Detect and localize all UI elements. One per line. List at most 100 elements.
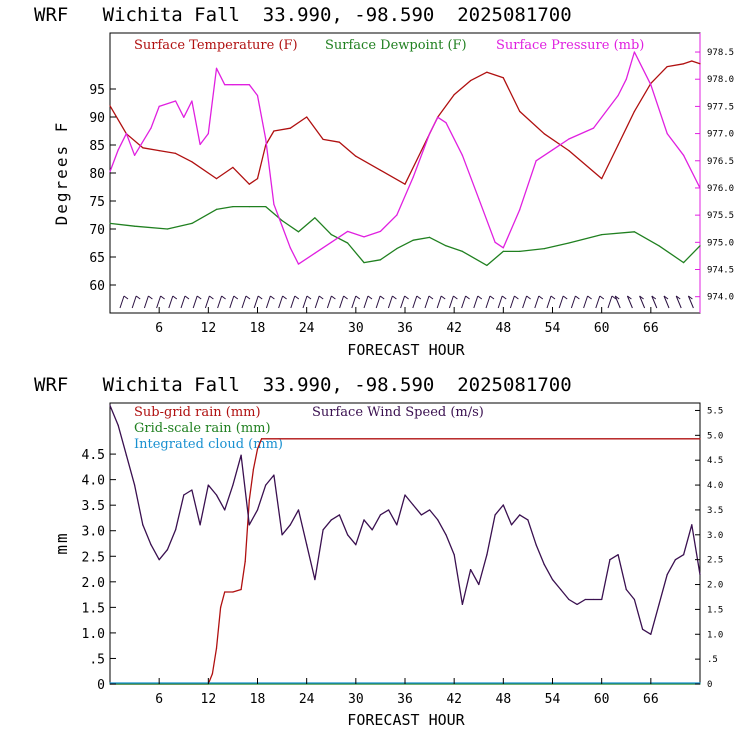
bottom-y-tick-label: 1.0 xyxy=(82,627,105,642)
top-data-point-surface-pressure xyxy=(551,149,554,151)
top-data-point-surface-pressure xyxy=(445,122,447,124)
top-y2-tick-label: 974.5 xyxy=(707,266,734,276)
wind-barb-shaft xyxy=(326,295,332,309)
top-data-point-surface-pressure xyxy=(592,127,595,129)
bottom-data-point-sub-grid-rain xyxy=(244,560,246,562)
top-data-point-surface-pressure xyxy=(183,116,185,118)
wind-barb-flag xyxy=(465,295,470,300)
wind-barb-shaft xyxy=(302,295,308,309)
wind-barb-flag xyxy=(123,295,129,300)
bottom-data-point-surface-wind-speed xyxy=(658,603,660,606)
bottom-y2-tick-label: 5.5 xyxy=(707,406,723,416)
top-y2-tick-label: 978.0 xyxy=(707,75,734,85)
bottom-data-point-surface-wind-speed xyxy=(281,534,283,536)
wind-barb-flag xyxy=(489,295,495,300)
wind-barb-shaft xyxy=(241,295,247,309)
top-x-tick-label: 18 xyxy=(250,321,266,336)
top-y2-tick-label: 978.5 xyxy=(707,48,734,58)
top-data-point-surface-dewpoint xyxy=(363,262,365,264)
bottom-x-tick-label: 12 xyxy=(201,692,217,707)
wind-barb-flag xyxy=(367,295,373,300)
bottom-data-point-surface-wind-speed xyxy=(535,544,537,546)
bottom-data-point-sub-grid-rain xyxy=(215,647,218,649)
wind-barb-shaft xyxy=(558,295,564,309)
top-data-point-surface-pressure xyxy=(224,84,226,86)
wind-barb-shaft xyxy=(497,295,503,309)
wind-barb-flag xyxy=(196,295,202,300)
top-data-point-surface-dewpoint xyxy=(699,245,701,247)
bottom-data-point-surface-wind-speed xyxy=(150,544,152,546)
top-data-point-surface-pressure xyxy=(240,84,242,86)
top-data-point-surface-pressure xyxy=(666,132,668,135)
wind-barb-flag xyxy=(160,295,165,300)
bottom-data-point-surface-wind-speed xyxy=(224,509,226,511)
bottom-data-point-surface-wind-speed xyxy=(478,583,480,586)
top-data-point-surface-temperature xyxy=(289,127,291,129)
top-legend-surface-pressure: Surface Pressure (mb) xyxy=(496,38,644,53)
wind-barb-flag xyxy=(550,295,556,300)
wind-barb-shaft xyxy=(387,295,393,309)
bottom-data-point-integrated-cloud xyxy=(699,682,701,684)
bottom-data-point-surface-wind-speed xyxy=(584,598,586,601)
wind-barb-shaft xyxy=(461,295,467,309)
bottom-data-point-surface-wind-speed xyxy=(297,509,300,511)
top-data-point-surface-pressure xyxy=(297,263,300,265)
bottom-data-point-surface-wind-speed xyxy=(543,564,545,566)
top-data-point-surface-pressure xyxy=(199,143,201,146)
wind-barb-flag xyxy=(477,295,483,300)
top-data-point-surface-dewpoint xyxy=(215,208,218,210)
wind-barb-flag xyxy=(379,295,385,300)
top-series-line-surface-dewpoint xyxy=(109,205,701,267)
wind-barb-flag xyxy=(651,295,657,300)
top-data-point-surface-pressure xyxy=(437,116,439,118)
top-data-point-surface-temperature xyxy=(273,130,275,132)
bottom-y-tick-label: 2.5 xyxy=(82,550,105,565)
top-series-line-surface-pressure xyxy=(109,51,701,265)
bottom-x-tick-label: 18 xyxy=(250,692,266,707)
top-data-point-surface-pressure xyxy=(174,100,177,102)
top-data-point-surface-pressure xyxy=(150,127,152,129)
bottom-x-tick-label: 42 xyxy=(446,692,462,707)
bottom-data-point-surface-wind-speed xyxy=(306,544,308,546)
bottom-data-point-surface-wind-speed xyxy=(109,404,111,407)
wind-barb-flag xyxy=(233,295,239,300)
top-data-point-surface-temperature xyxy=(174,152,177,154)
top-data-point-surface-pressure xyxy=(633,51,636,53)
wind-barb-shaft xyxy=(314,295,320,309)
wind-barb-flag xyxy=(501,295,507,300)
bottom-legend-integrated-cloud: Integrated cloud (mm) xyxy=(134,437,283,452)
top-data-point-surface-temperature xyxy=(568,150,570,152)
top-x-tick-label: 36 xyxy=(397,321,413,336)
bottom-data-point-sub-grid-rain xyxy=(260,438,263,440)
top-data-point-surface-pressure xyxy=(428,132,431,135)
wind-barb-shaft xyxy=(192,295,198,309)
top-data-point-surface-temperature xyxy=(142,147,144,149)
bottom-data-point-surface-wind-speed xyxy=(371,529,373,531)
wind-barb-shaft xyxy=(448,295,454,309)
bottom-data-point-surface-wind-speed xyxy=(404,494,406,496)
bottom-data-point-sub-grid-rain xyxy=(211,673,214,675)
top-chart-marks xyxy=(109,51,701,267)
top-data-point-surface-temperature xyxy=(666,66,668,68)
top-chart-title: WRF Wichita Fall 33.990, -98.590 2025081… xyxy=(34,4,572,26)
wind-barb-shaft xyxy=(595,295,601,309)
top-data-point-surface-pressure xyxy=(461,154,463,156)
bottom-data-point-surface-wind-speed xyxy=(355,544,357,546)
wind-barb-flag xyxy=(404,295,409,300)
bottom-data-point-surface-wind-speed xyxy=(428,509,431,511)
bottom-data-point-surface-wind-speed xyxy=(273,474,275,476)
bottom-data-point-sub-grid-rain xyxy=(232,591,234,593)
wind-barb-flag xyxy=(221,295,226,300)
bottom-y2-tick-label: 2.5 xyxy=(707,556,723,566)
top-data-point-surface-dewpoint xyxy=(379,259,382,261)
wind-barb-flag xyxy=(318,295,324,300)
top-x-tick-label: 30 xyxy=(348,321,364,336)
top-data-point-surface-pressure xyxy=(478,198,480,200)
top-data-point-surface-dewpoint xyxy=(248,206,250,208)
bottom-data-point-surface-wind-speed xyxy=(379,514,382,516)
top-data-point-surface-dewpoint xyxy=(568,242,570,244)
wind-barb-flag xyxy=(392,295,397,300)
bottom-data-point-surface-wind-speed xyxy=(256,509,259,511)
bottom-data-point-surface-wind-speed xyxy=(166,549,168,551)
top-data-point-surface-pressure xyxy=(683,154,685,156)
